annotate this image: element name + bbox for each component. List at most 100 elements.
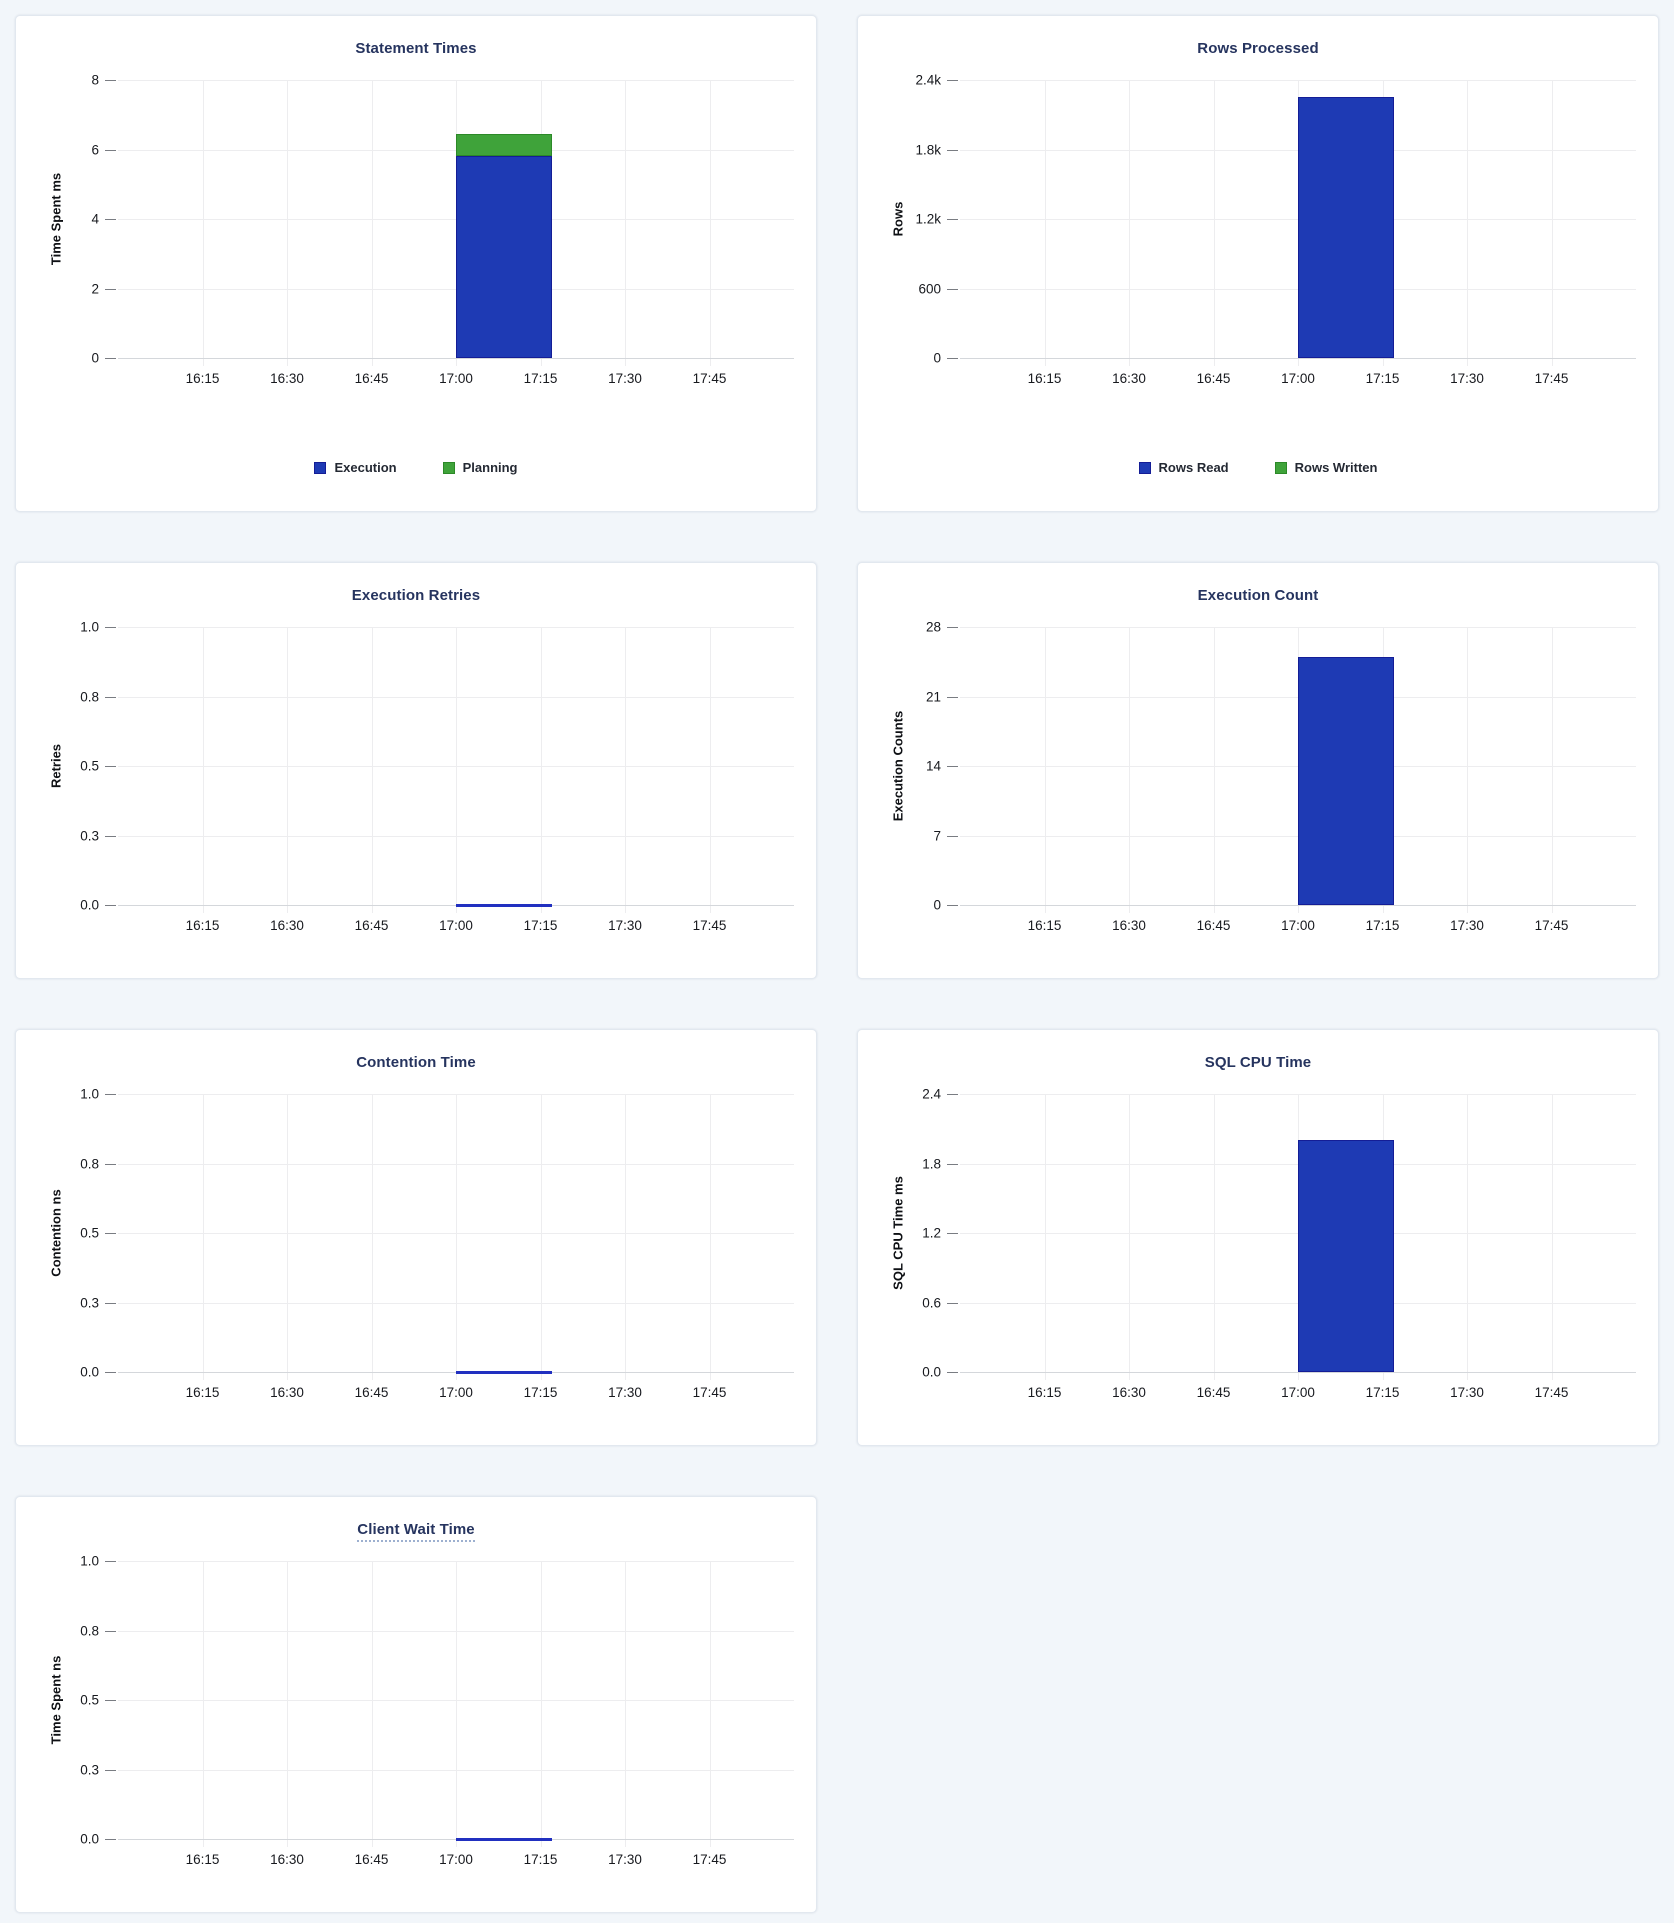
x-gridline [202,627,204,913]
y-tick-mark [947,627,958,628]
y-tick-mark [105,1233,116,1234]
x-gridline [1467,1094,1468,1380]
y-tick-mark [105,905,116,906]
x-gridline [540,1094,542,1380]
x-gridline [202,80,204,366]
y-axis-label: Time Spent ns [48,1655,64,1745]
chart-title: Execution Count [1197,587,1319,604]
y-tick-mark [105,358,116,359]
y-tick-mark [105,835,116,837]
y-axis-label: Rows [890,201,906,237]
y-tick-mark [947,905,958,906]
y-tick-mark [105,1769,116,1771]
plot-area: 16:15 16:30 16:45 17:00 17:15 17:30 17:45 0 2 4 6 8 [91,73,794,386]
x-tick-label: 17:45 [692,918,727,933]
line-retries[interactable] [456,904,552,907]
y-tick-mark [105,219,116,220]
y-gridline [118,766,794,767]
x-tick-label: 16:30 [270,1385,304,1400]
x-tick-label: 17:00 [1281,1385,1315,1400]
chart-panel-execution-retries: Execution Retries Retries 16:15 16:30 16:4… [15,562,817,979]
y-tick-label: 1.8k [915,142,941,157]
x-gridline [202,1561,204,1847]
y-tick-mark [947,1094,958,1095]
line-contention[interactable] [456,1371,552,1374]
y-gridline [118,1233,794,1234]
legend-swatch-green [442,461,455,474]
bar-execution-count[interactable] [1298,656,1394,905]
legend-swatch-blue [314,461,327,474]
x-gridline [1551,1094,1553,1380]
x-gridline [625,1561,626,1847]
legend-swatch-green [1274,461,1287,474]
y-tick-mark [105,627,116,628]
x-gridline [540,1561,542,1847]
y-tick-mark [105,288,116,290]
x-gridline [1213,627,1215,913]
bar-execution[interactable] [456,156,552,358]
x-tick-label: 17:00 [1281,371,1315,386]
x-tick-label: 17:45 [692,371,727,386]
y-tick-label: 4 [91,211,99,227]
y-tick-label: 1.2 [922,1225,941,1241]
x-tick-label: 17:15 [523,1852,558,1867]
x-gridline [456,627,457,913]
y-tick-mark [947,766,958,767]
x-tick-label: 16:45 [354,1852,389,1867]
y-tick-mark [105,696,116,698]
y-tick-label: 0.3 [80,828,99,843]
legend-label: Rows Read [1158,460,1229,475]
chart-title: Rows Processed [1197,40,1319,57]
chart-title[interactable]: Client Wait Time [16,1521,816,1542]
y-tick-label: 1.0 [80,1553,99,1569]
y-tick-label: 2.4k [915,72,941,88]
x-gridline [371,1094,373,1380]
y-tick-mark [105,149,116,151]
x-tick-label: 16:45 [1196,1385,1231,1400]
x-gridline [456,1561,457,1847]
x-gridline [709,1561,711,1847]
x-gridline [202,1094,204,1380]
x-gridline [1213,1094,1215,1380]
x-tick-label: 16:15 [1027,1385,1062,1400]
y-tick-label: 0.0 [80,1364,99,1380]
y-gridline [960,905,1636,906]
x-tick-label: 17:15 [523,1385,558,1400]
y-gridline [118,1163,794,1165]
x-tick-label: 16:15 [1027,918,1062,933]
x-tick-label: 17:15 [523,918,558,933]
legend-swatch-blue [1138,461,1151,474]
chart-title: Statement Times [355,40,477,57]
y-gridline [118,1630,794,1632]
y-tick-mark [105,80,116,81]
x-gridline [1213,80,1215,366]
x-gridline [1129,627,1130,913]
x-gridline [625,1094,626,1380]
bar-sql-cpu-time[interactable] [1298,1140,1394,1372]
x-gridline [709,1094,711,1380]
y-gridline [118,1094,794,1095]
bar-rows-read[interactable] [1298,97,1394,358]
x-tick-label: 16:30 [270,918,304,933]
x-tick-label: 16:15 [1027,371,1062,386]
x-gridline [625,627,626,913]
x-gridline [1467,80,1468,366]
x-gridline [1129,80,1130,366]
y-tick-mark [105,1094,116,1095]
y-gridline [960,1372,1636,1373]
bar-planning[interactable] [456,133,552,157]
plot-area: 16:15 16:30 16:45 17:00 17:15 17:30 17:45 0 600 1… [915,73,1636,386]
y-tick-label: 0 [933,350,941,366]
plot-area: 16:15 16:30 16:45 17:00 17:15 17:30 17:45 0 7 14 2… [926,620,1636,933]
x-gridline [371,627,373,913]
x-tick-label: 17:00 [439,918,473,933]
y-tick-label: 1.8 [922,1156,941,1171]
plot-area: 16:15 16:30 16:45 17:00 17:15 17:30 17:45 0.0 0.… [80,620,794,933]
x-tick-label: 17:15 [1365,371,1400,386]
y-tick-label: 14 [925,758,941,774]
y-tick-mark [105,1372,116,1373]
line-client-wait[interactable] [456,1838,552,1841]
y-axis-label: Execution Counts [890,710,906,822]
y-axis-label: Contention ns [48,1189,64,1277]
